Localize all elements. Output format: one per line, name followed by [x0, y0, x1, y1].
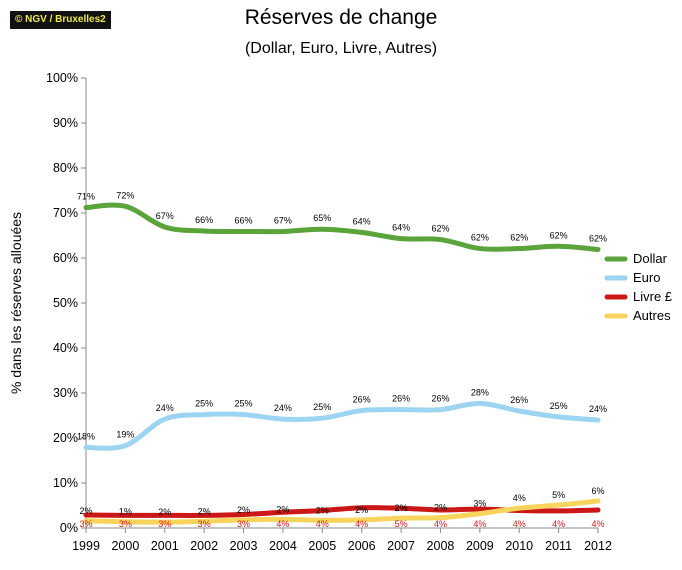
data-label-livre: 5% [395, 519, 408, 529]
x-tick-label: 2010 [505, 539, 533, 553]
data-label-euro: 24% [274, 403, 292, 413]
data-label-dollar: 62% [510, 233, 528, 243]
x-tick-label: 2012 [584, 539, 612, 553]
watermark: © NGV / Bruxelles2 [10, 11, 111, 29]
data-label-autres: 2% [355, 505, 368, 515]
series-line-euro [83, 400, 601, 451]
x-tick-label: 2011 [545, 539, 572, 553]
data-label-autres: 2% [79, 506, 92, 516]
series-line-autres [83, 498, 601, 525]
y-tick-label: 60% [53, 251, 78, 265]
data-label-dollar: 62% [431, 224, 449, 234]
data-label-livre: 4% [552, 519, 565, 529]
data-labels: 71% 72% 67% 66% 66% 67% 65% 64% 64% 62% 62% 62% 62% 6… [77, 190, 607, 529]
data-label-autres: 2% [395, 503, 408, 513]
y-tick-label: 80% [53, 161, 78, 175]
chart-subtitle: (Dollar, Euro, Livre, Autres) [244, 40, 438, 57]
y-tick-label: 100% [46, 71, 78, 85]
y-tick-label: 50% [53, 296, 78, 310]
y-tick-label: 40% [53, 341, 78, 355]
data-label-dollar: 66% [195, 215, 213, 225]
data-label-autres: 1% [119, 507, 132, 517]
data-label-autres: 2% [434, 503, 447, 513]
data-label-euro: 24% [156, 403, 174, 413]
y-axis-title: % dans les réserves allouées [8, 212, 24, 394]
data-label-dollar: 67% [156, 211, 174, 221]
data-label-dollar: 67% [274, 215, 292, 225]
data-label-livre: 4% [276, 519, 289, 529]
data-label-euro: 25% [313, 402, 331, 412]
legend-label-livre: Livre £ [633, 289, 673, 304]
data-label-livre: 4% [355, 519, 368, 529]
data-label-euro: 26% [510, 395, 528, 405]
data-label-livre: 3% [79, 519, 92, 529]
legend-label-dollar: Dollar [633, 251, 668, 266]
data-label-dollar: 64% [353, 216, 371, 226]
x-tick-label: 2009 [466, 539, 494, 553]
data-label-euro: 25% [235, 399, 253, 409]
data-label-euro: 25% [195, 399, 213, 409]
data-label-euro: 26% [431, 394, 449, 404]
y-tick-label: 20% [53, 431, 78, 445]
data-label-dollar: 64% [392, 223, 410, 233]
data-label-euro: 26% [353, 395, 371, 405]
data-label-autres: 2% [198, 506, 211, 516]
axes: 0% 10% 20% 30% 40% 50% 60% 70% 80% 90% 100% 1999 200… [8, 71, 612, 553]
data-label-dollar: 62% [550, 230, 568, 240]
data-label-autres: 6% [591, 486, 604, 496]
data-label-livre: 4% [434, 519, 447, 529]
data-label-livre: 3% [237, 519, 250, 529]
data-label-autres: 2% [316, 505, 329, 515]
data-label-dollar: 65% [313, 213, 331, 223]
series-line-dollar [83, 202, 601, 252]
legend: Dollar Euro Livre £ Autres [604, 251, 673, 323]
data-label-dollar: 66% [235, 215, 253, 225]
x-tick-label: 2000 [111, 539, 139, 553]
data-label-dollar: 72% [116, 190, 134, 200]
data-label-euro: 25% [550, 401, 568, 411]
data-label-livre: 3% [198, 519, 211, 529]
data-label-euro: 18% [77, 431, 95, 441]
x-tick-label: 2007 [387, 539, 415, 553]
data-label-euro: 19% [116, 430, 134, 440]
data-label-livre: 3% [119, 519, 132, 529]
data-label-euro: 26% [392, 394, 410, 404]
y-tick-label: 30% [53, 386, 78, 400]
data-label-livre: 4% [473, 519, 486, 529]
x-tick-label: 2001 [151, 539, 179, 553]
chart-title: Réserves de change [244, 6, 438, 29]
data-label-livre: 3% [158, 519, 171, 529]
x-tick-label: 2003 [230, 539, 258, 553]
x-tick-label: 2006 [348, 539, 376, 553]
data-label-euro: 24% [589, 404, 607, 414]
data-label-euro: 28% [471, 387, 489, 397]
y-tick-label: 0% [60, 521, 78, 535]
x-tick-label: 2008 [427, 539, 455, 553]
data-label-dollar: 62% [471, 233, 489, 243]
series-lines [83, 202, 601, 525]
data-label-autres: 2% [158, 507, 171, 517]
data-label-autres: 2% [237, 505, 250, 515]
data-label-livre: 4% [591, 519, 604, 529]
x-tick-label: 1999 [72, 539, 100, 553]
y-tick-label: 10% [53, 476, 78, 490]
legend-label-euro: Euro [633, 270, 660, 285]
data-label-autres: 4% [513, 493, 526, 503]
data-label-dollar: 71% [77, 192, 95, 202]
data-label-autres: 3% [473, 499, 486, 509]
data-label-autres: 2% [276, 504, 289, 514]
x-tick-label: 2004 [269, 539, 297, 553]
x-tick-label: 2005 [308, 539, 336, 553]
legend-label-autres: Autres [633, 308, 671, 323]
y-tick-label: 90% [53, 116, 78, 130]
data-label-livre: 4% [316, 519, 329, 529]
data-label-dollar: 62% [589, 233, 607, 243]
data-label-livre: 4% [513, 519, 526, 529]
y-tick-label: 70% [53, 206, 78, 220]
x-tick-label: 2002 [190, 539, 218, 553]
data-label-autres: 5% [552, 490, 565, 500]
